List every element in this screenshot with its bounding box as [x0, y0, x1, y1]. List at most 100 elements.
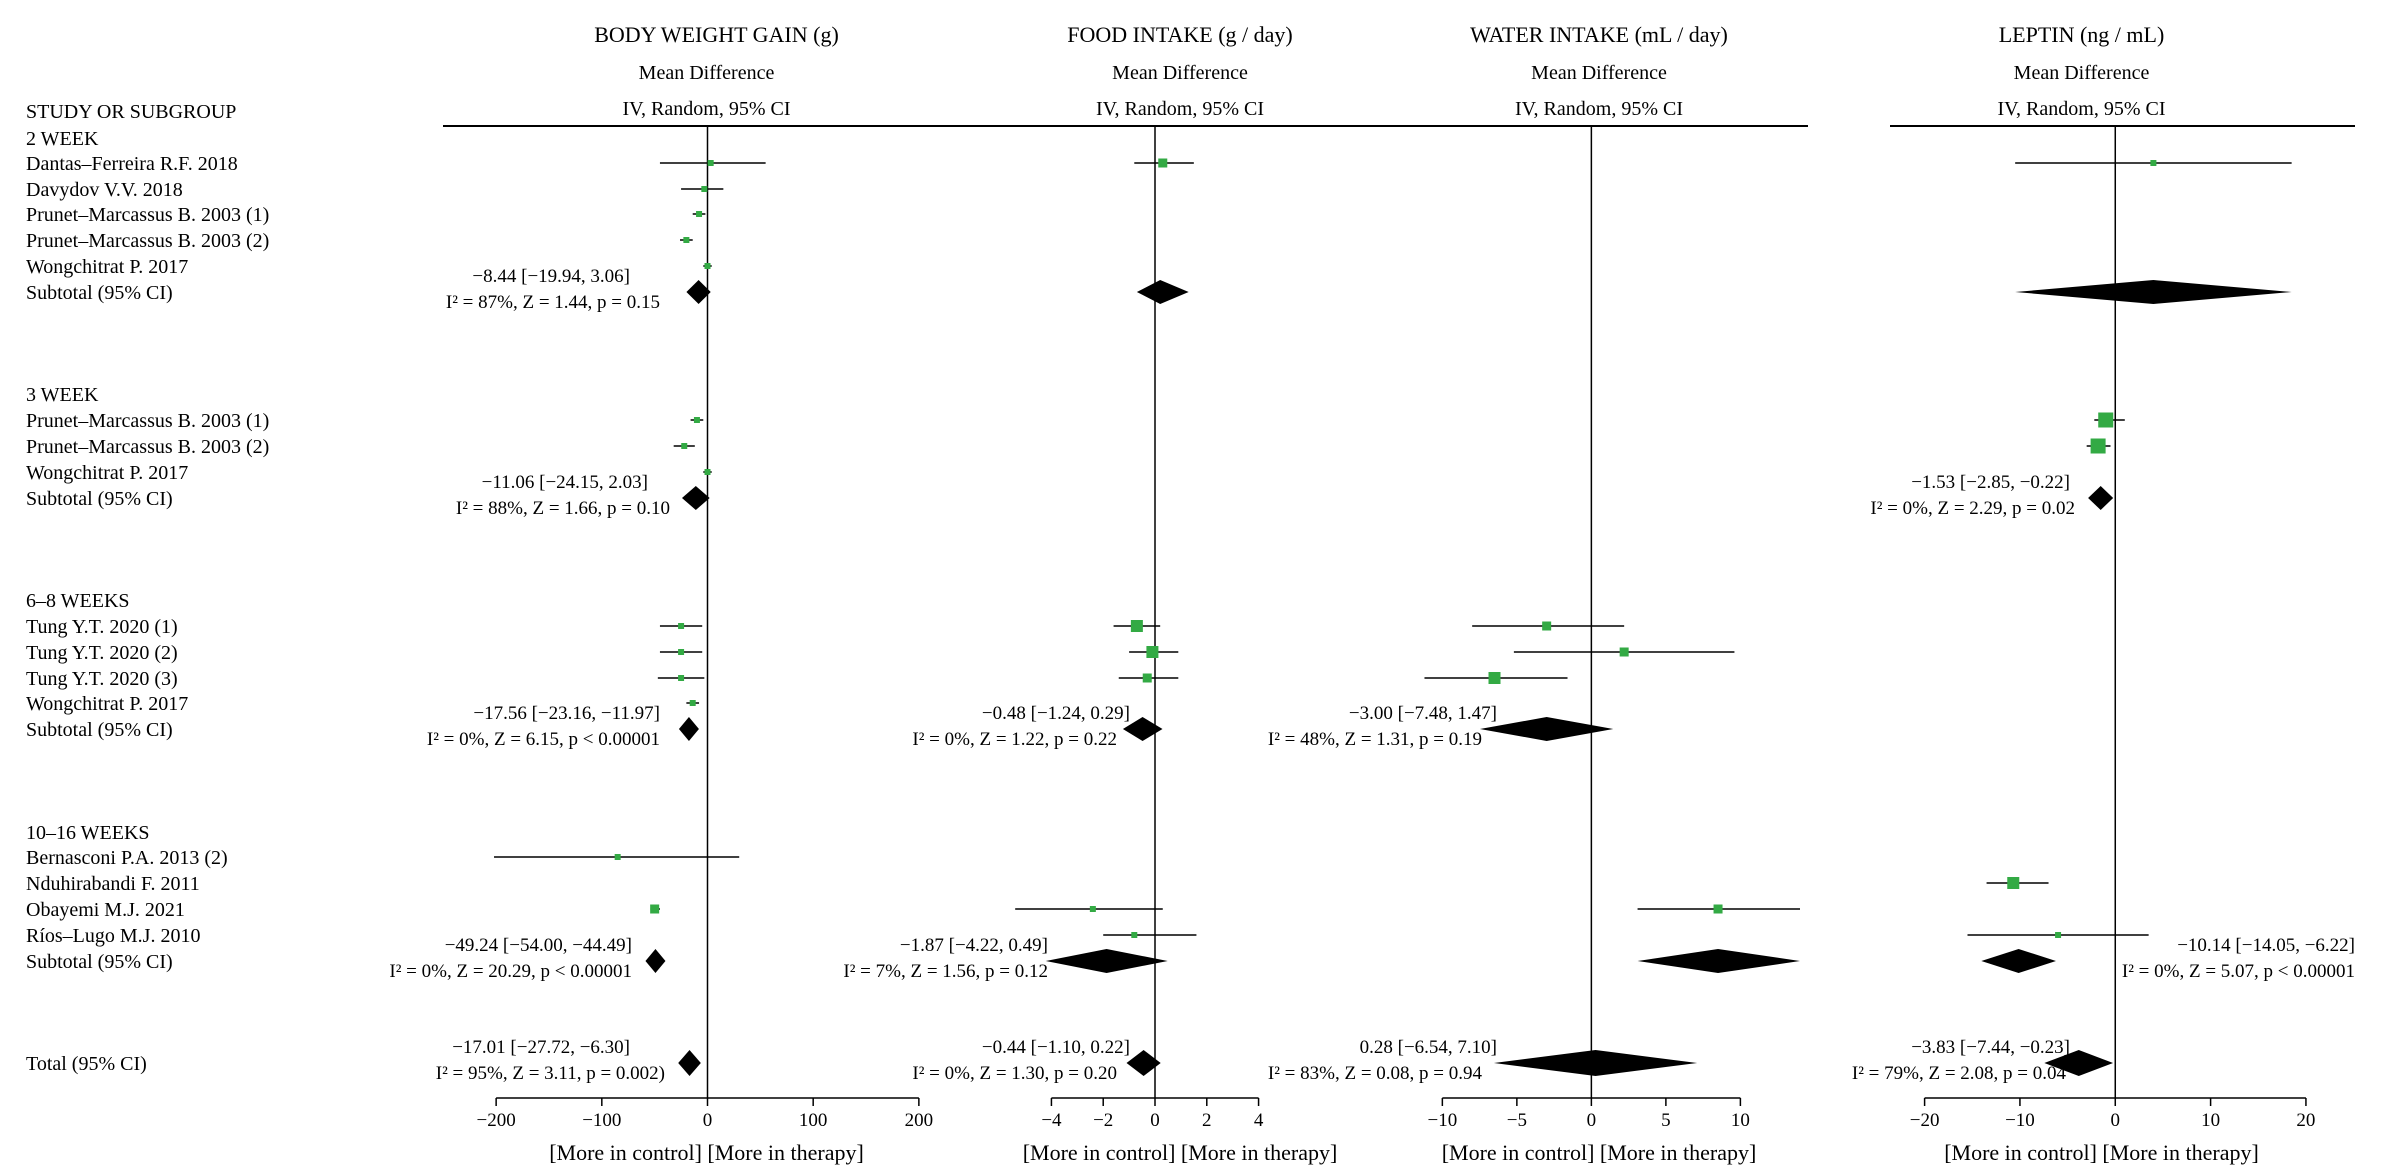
pooled-diamond [678, 1050, 701, 1076]
pooled-diamond [2044, 1050, 2114, 1076]
study-point [614, 854, 621, 860]
heterogeneity-stats: I² = 0%, Z = 20.29, p < 0.00001 [389, 961, 632, 982]
study-point [2007, 877, 2020, 889]
forest-panel-4: LEPTIN (ng / mL) Mean Difference IV, Rando… [1852, 22, 2355, 1165]
row-label-study: Wongchitrat P. 2017 [26, 693, 188, 715]
panel-method: IV, Random, 95% CI [1096, 98, 1264, 120]
row-label-subtotal: Subtotal (95% CI) [26, 951, 173, 973]
study-point [678, 623, 685, 629]
x-tick-label: −100 [582, 1110, 621, 1131]
x-axis-label: [More in control] [More in therapy] [1944, 1140, 2259, 1165]
x-tick-label: 10 [1731, 1110, 1750, 1131]
row-label-subtotal: Subtotal (95% CI) [26, 488, 173, 510]
row-label-study: Tung Y.T. 2020 (1) [26, 616, 178, 638]
forest-panels: BODY WEIGHT GAIN (g) Mean Difference IV, R… [389, 22, 2355, 1165]
x-tick-label: −2 [1093, 1110, 1113, 1131]
heterogeneity-stats: I² = 0%, Z = 1.22, p = 0.22 [912, 729, 1117, 750]
pooled-diamond [1637, 949, 1800, 973]
study-point [696, 211, 703, 217]
heterogeneity-stats: I² = 87%, Z = 1.44, p = 0.15 [446, 292, 660, 313]
heterogeneity-stats: I² = 0%, Z = 1.30, p = 0.20 [912, 1063, 1117, 1084]
pooled-estimate: −17.01 [−27.72, −6.30] [452, 1037, 630, 1058]
study-point [1158, 158, 1168, 168]
pooled-diamond [2015, 280, 2292, 304]
pooled-estimate: −0.48 [−1.24, 0.29] [982, 703, 1130, 724]
row-label-study: Wongchitrat P. 2017 [26, 256, 188, 278]
pooled-diamond [1493, 1050, 1698, 1076]
study-point [650, 904, 660, 914]
heterogeneity-stats: I² = 0%, Z = 6.15, p < 0.00001 [427, 729, 660, 750]
study-point [689, 700, 696, 706]
heterogeneity-stats: I² = 7%, Z = 1.56, p = 0.12 [843, 961, 1048, 982]
x-tick-label: 0 [703, 1110, 713, 1131]
x-tick-label: 4 [1254, 1110, 1264, 1131]
study-point [1089, 906, 1096, 912]
row-label-study: Ríos–Lugo M.J. 2010 [26, 925, 200, 947]
heterogeneity-stats: I² = 79%, Z = 2.08, p = 0.04 [1852, 1063, 2067, 1084]
pooled-diamond [1479, 717, 1614, 741]
pooled-estimate: −10.14 [−14.05, −6.22] [2177, 935, 2355, 956]
x-tick-label: 0 [1150, 1110, 1160, 1131]
x-tick-label: −10 [1427, 1110, 1457, 1131]
panel-title: WATER INTAKE (mL / day) [1470, 22, 1728, 47]
pooled-diamond [1981, 949, 2056, 973]
panel-subtitle: Mean Difference [1531, 62, 1667, 84]
row-label-study: Tung Y.T. 2020 (2) [26, 642, 178, 664]
x-tick-label: 0 [1587, 1110, 1597, 1131]
pooled-estimate: −0.44 [−1.10, 0.22] [982, 1037, 1130, 1058]
row-label-study: Dantas–Ferreira R.F. 2018 [26, 153, 238, 175]
x-axis-label: [More in control] [More in therapy] [1442, 1140, 1757, 1165]
heterogeneity-stats: I² = 95%, Z = 3.11, p = 0.002) [436, 1063, 665, 1084]
row-label-study: Prunet–Marcassus B. 2003 (2) [26, 436, 269, 458]
pooled-diamond [1122, 717, 1163, 741]
heterogeneity-stats: I² = 83%, Z = 0.08, p = 0.94 [1268, 1063, 1483, 1084]
study-point [701, 186, 708, 192]
study-point [2090, 438, 2106, 454]
pooled-diamond [686, 280, 711, 304]
panel-subtitle: Mean Difference [639, 62, 775, 84]
x-tick-label: 200 [905, 1110, 934, 1131]
pooled-diamond [1045, 949, 1168, 973]
study-point [2098, 412, 2114, 428]
study-point [1131, 932, 1138, 938]
pooled-diamond [678, 717, 699, 741]
row-label-study: Wongchitrat P. 2017 [26, 462, 188, 484]
forest-panel-3: WATER INTAKE (mL / day) Mean Difference IV… [1268, 22, 1808, 1165]
x-tick-label: 5 [1661, 1110, 1671, 1131]
row-label-total: Total (95% CI) [26, 1053, 147, 1075]
study-point [1542, 621, 1552, 631]
heterogeneity-stats: I² = 88%, Z = 1.66, p = 0.10 [456, 498, 670, 519]
row-label-group: 3 WEEK [26, 384, 99, 406]
study-point [1488, 672, 1501, 684]
study-point [704, 469, 711, 475]
x-tick-label: 0 [2111, 1110, 2121, 1131]
pooled-estimate: −3.00 [−7.48, 1.47] [1349, 703, 1497, 724]
forest-panel-1: BODY WEIGHT GAIN (g) Mean Difference IV, R… [389, 22, 970, 1165]
row-label-subtotal: Subtotal (95% CI) [26, 282, 173, 304]
heterogeneity-stats: I² = 0%, Z = 2.29, p = 0.02 [1870, 498, 2075, 519]
panel-subtitle: Mean Difference [2014, 62, 2150, 84]
pooled-diamond [1136, 280, 1189, 304]
study-point [1146, 646, 1159, 658]
pooled-estimate: 0.28 [−6.54, 7.10] [1360, 1037, 1497, 1058]
pooled-estimate: −1.87 [−4.22, 0.49] [900, 935, 1048, 956]
study-point [707, 160, 714, 166]
study-point [681, 443, 688, 449]
pooled-estimate: −1.53 [−2.85, −0.22] [1911, 472, 2070, 493]
panel-title: BODY WEIGHT GAIN (g) [594, 22, 839, 47]
study-point [2055, 932, 2062, 938]
panel-subtitle: Mean Difference [1112, 62, 1248, 84]
study-point [1130, 620, 1143, 632]
forest-panel-2: FOOD INTAKE (g / day) Mean Difference IV, … [843, 22, 1390, 1165]
row-label-study: Prunet–Marcassus B. 2003 (2) [26, 230, 269, 252]
x-tick-label: 20 [2296, 1110, 2315, 1131]
heterogeneity-stats: I² = 48%, Z = 1.31, p = 0.19 [1268, 729, 1482, 750]
row-label-study: Nduhirabandi F. 2011 [26, 873, 200, 895]
row-label-study: Davydov V.V. 2018 [26, 179, 183, 201]
study-point [1713, 904, 1723, 914]
row-label-study: Obayemi M.J. 2021 [26, 899, 185, 921]
pooled-diamond [645, 949, 666, 973]
row-label-study: Prunet–Marcassus B. 2003 (1) [26, 204, 269, 226]
x-tick-label: 2 [1202, 1110, 1212, 1131]
